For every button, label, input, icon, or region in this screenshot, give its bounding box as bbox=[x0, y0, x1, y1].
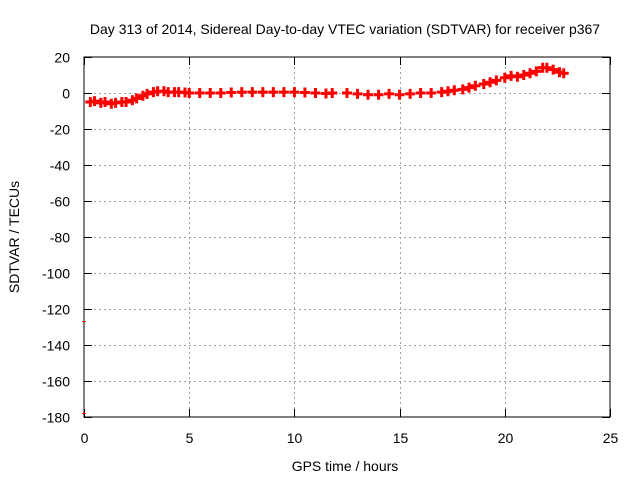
y-tick-label: -40 bbox=[50, 158, 70, 174]
data-point bbox=[342, 88, 352, 98]
data-point bbox=[384, 88, 395, 99]
x-axis-label: GPS time / hours bbox=[292, 458, 399, 474]
data-point bbox=[89, 96, 100, 107]
data-point bbox=[394, 89, 405, 100]
data-point bbox=[142, 88, 153, 99]
data-point bbox=[299, 87, 310, 98]
data-point bbox=[289, 87, 300, 98]
data-point bbox=[449, 85, 460, 96]
data-point bbox=[464, 82, 475, 93]
data-point bbox=[405, 88, 416, 99]
data-point bbox=[205, 88, 216, 98]
y-tick-label: -60 bbox=[50, 194, 70, 210]
y-tick-label: -80 bbox=[50, 230, 70, 246]
data-point bbox=[327, 88, 338, 98]
axis-ticks: 20 0 -20 -40 -60 -80 -100 -120 -140 -160 -180 0 5 10 1… bbox=[42, 50, 619, 447]
data-point bbox=[525, 68, 536, 79]
data-point bbox=[491, 75, 502, 86]
data-point bbox=[131, 93, 142, 104]
chart-title: Day 313 of 2014, Sidereal Day-to-day VTE… bbox=[90, 21, 600, 37]
x-tick-label: 10 bbox=[287, 430, 303, 446]
data-point bbox=[426, 88, 437, 98]
data-point bbox=[373, 89, 384, 100]
x-tick-label: 5 bbox=[186, 430, 194, 446]
y-tick-label: -140 bbox=[42, 338, 70, 354]
data-point bbox=[100, 97, 111, 107]
y-tick-label: -120 bbox=[42, 302, 70, 318]
data-point bbox=[499, 72, 510, 83]
data-point bbox=[121, 97, 132, 107]
data-point bbox=[558, 68, 569, 79]
y-tick-label: 20 bbox=[54, 50, 70, 66]
data-point bbox=[236, 87, 247, 98]
y-tick-label: -160 bbox=[42, 374, 70, 390]
y-tick-label: -180 bbox=[42, 410, 70, 426]
x-tick-label: 25 bbox=[603, 430, 619, 446]
x-tick-label: 15 bbox=[393, 430, 409, 446]
y-tick-label: -100 bbox=[42, 266, 70, 282]
data-point bbox=[531, 66, 542, 77]
x-tick-label: 0 bbox=[81, 430, 89, 446]
data-point bbox=[415, 88, 426, 98]
y-axis-label: SDTVAR / TECUs bbox=[6, 181, 22, 293]
data-point bbox=[457, 84, 468, 95]
data-point bbox=[215, 88, 226, 98]
data-point bbox=[541, 62, 552, 73]
data-point bbox=[363, 89, 374, 100]
data-point bbox=[470, 80, 481, 91]
data-point bbox=[485, 77, 496, 88]
data-point bbox=[247, 87, 258, 98]
y-tick-label: 0 bbox=[62, 86, 70, 102]
data-point bbox=[184, 88, 195, 98]
data-point bbox=[478, 79, 489, 89]
y-tick-label: -20 bbox=[50, 122, 70, 138]
data-point bbox=[548, 64, 559, 75]
data-point bbox=[194, 88, 205, 98]
data-point bbox=[278, 87, 289, 98]
data-point bbox=[257, 87, 268, 98]
data-point bbox=[310, 88, 321, 98]
data-point bbox=[226, 87, 237, 98]
data-point bbox=[512, 71, 523, 82]
data-point bbox=[352, 88, 363, 99]
data-point bbox=[518, 70, 529, 80]
grid bbox=[84, 57, 610, 417]
plot-frame bbox=[83, 56, 611, 418]
data-point bbox=[268, 87, 279, 98]
data-points bbox=[82, 62, 569, 414]
x-tick-label: 20 bbox=[498, 430, 514, 446]
